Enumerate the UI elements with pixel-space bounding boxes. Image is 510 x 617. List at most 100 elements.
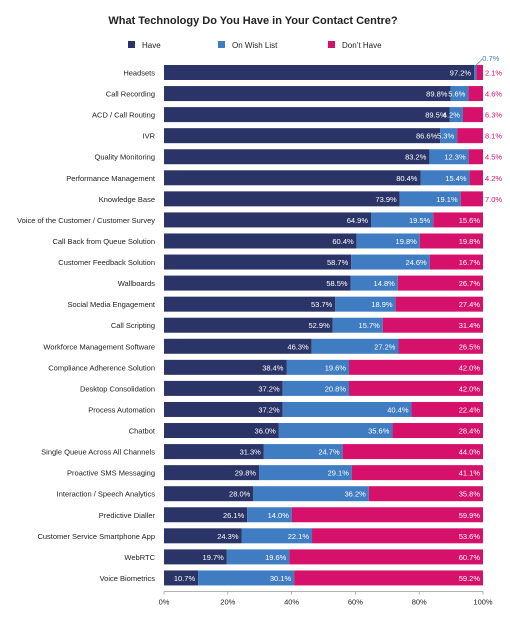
category-label: Compliance Adherence Solution (48, 363, 155, 372)
bar-segment (278, 423, 393, 439)
category-label: ACD / Call Routing (92, 111, 155, 120)
bar-segment (349, 380, 483, 396)
bar-segment (291, 507, 483, 523)
category-label: Performance Management (66, 174, 156, 183)
data-label: 14.0% (268, 511, 290, 520)
bar-segment (164, 212, 372, 228)
bar-segment (164, 380, 283, 396)
data-label: 31.3% (240, 448, 262, 457)
x-axis: 0% 20% 40% 60% 80% 100% (159, 591, 493, 606)
chart-title: What Technology Do You Have in Your Cont… (108, 15, 398, 27)
bar-segment (253, 486, 369, 502)
bar-segment (164, 465, 260, 481)
data-label: 58.5% (326, 279, 348, 288)
data-label: 89.5% (425, 111, 447, 120)
bar-segment (226, 549, 290, 565)
data-label: 35.8% (459, 490, 481, 499)
data-label: 97.2% (450, 69, 472, 78)
bar-segment (449, 107, 463, 123)
bar-segment (468, 149, 483, 165)
bar-segment (450, 86, 469, 102)
data-label: 26.1% (223, 511, 245, 520)
legend-swatch (128, 41, 135, 48)
data-label: 7.0% (485, 195, 502, 204)
bar-segment (395, 296, 483, 312)
data-label: 44.0% (459, 448, 481, 457)
data-label: 19.8% (459, 237, 481, 246)
bar-segment (398, 338, 483, 354)
bar-segment (350, 275, 398, 291)
data-label: 22.1% (288, 532, 310, 541)
data-label: 15.6% (459, 216, 481, 225)
bar-segment (164, 254, 352, 270)
data-label: 27.4% (459, 300, 481, 309)
data-label: 16.7% (459, 258, 481, 267)
data-label: 52.9% (308, 321, 330, 330)
data-label: 29.1% (328, 469, 350, 478)
bar-segment (382, 317, 483, 333)
bar-segment (164, 423, 279, 439)
data-label: 19.6% (325, 363, 347, 372)
bar-segment (164, 359, 287, 375)
bar-segment (433, 212, 483, 228)
data-label: 0.7% (482, 54, 499, 63)
bar-segment (312, 528, 483, 544)
data-label: 26.5% (459, 342, 481, 351)
tick-label: 80% (412, 597, 427, 606)
legend-swatch (328, 41, 335, 48)
data-label: 15.4% (445, 174, 467, 183)
bars: Headsets 97.2% 0.7% 2.1% Call Recording 89.8%… (17, 54, 502, 586)
bar-segment (457, 128, 483, 144)
bar-segment (164, 570, 199, 586)
data-label: 31.4% (459, 321, 481, 330)
bar-segment (368, 486, 483, 502)
data-label: 20.8% (325, 384, 347, 393)
bar-segment (164, 528, 242, 544)
tick-label: 60% (348, 597, 363, 606)
category-label: Chatbot (129, 427, 156, 436)
legend-label: Don’t Have (342, 41, 382, 50)
bar-segment (286, 359, 350, 375)
bar-segment (164, 549, 227, 565)
bar-segment (241, 528, 313, 544)
category-label: Predictive Dialler (99, 511, 156, 520)
category-label: Customer Service Smartphone App (37, 532, 155, 541)
bar-segment (419, 233, 483, 249)
category-label: Voice Biometrics (100, 574, 156, 583)
category-label: Voice of the Customer / Customer Survey (17, 216, 155, 225)
category-label: Call Scripting (111, 321, 155, 330)
bar-segment (474, 65, 477, 80)
data-label: 19.6% (265, 553, 287, 562)
data-label: 5.3% (437, 132, 454, 141)
data-label: 19.5% (409, 216, 431, 225)
data-label: 36.2% (345, 490, 367, 499)
bar-segment (164, 338, 312, 354)
category-label: Interaction / Speech Analytics (57, 490, 156, 499)
data-label: 15.7% (359, 321, 381, 330)
bar-segment (392, 423, 483, 439)
bar-segment (198, 570, 295, 586)
bar-segment (440, 128, 458, 144)
data-label: 29.8% (235, 469, 257, 478)
tick-label: 40% (284, 597, 299, 606)
bar-segment (282, 401, 412, 417)
data-label: 6.3% (485, 111, 502, 120)
legend: Have On Wish List Don’t Have (128, 41, 382, 50)
leader-line (476, 58, 483, 66)
data-label: 42.0% (459, 363, 481, 372)
data-label: 46.3% (287, 342, 309, 351)
category-label: Quality Monitoring (95, 153, 155, 162)
bar-segment (164, 317, 333, 333)
data-label: 53.7% (311, 300, 333, 309)
category-label: Headsets (123, 69, 155, 78)
bar-segment (164, 86, 451, 102)
bar-segment (397, 275, 483, 291)
bar-segment (429, 254, 483, 270)
category-label: Process Automation (88, 405, 155, 414)
bar-segment (469, 170, 483, 186)
bar-segment (164, 170, 421, 186)
data-label: 14.8% (374, 279, 396, 288)
tick-label: 0% (159, 597, 170, 606)
data-label: 73.9% (375, 195, 397, 204)
